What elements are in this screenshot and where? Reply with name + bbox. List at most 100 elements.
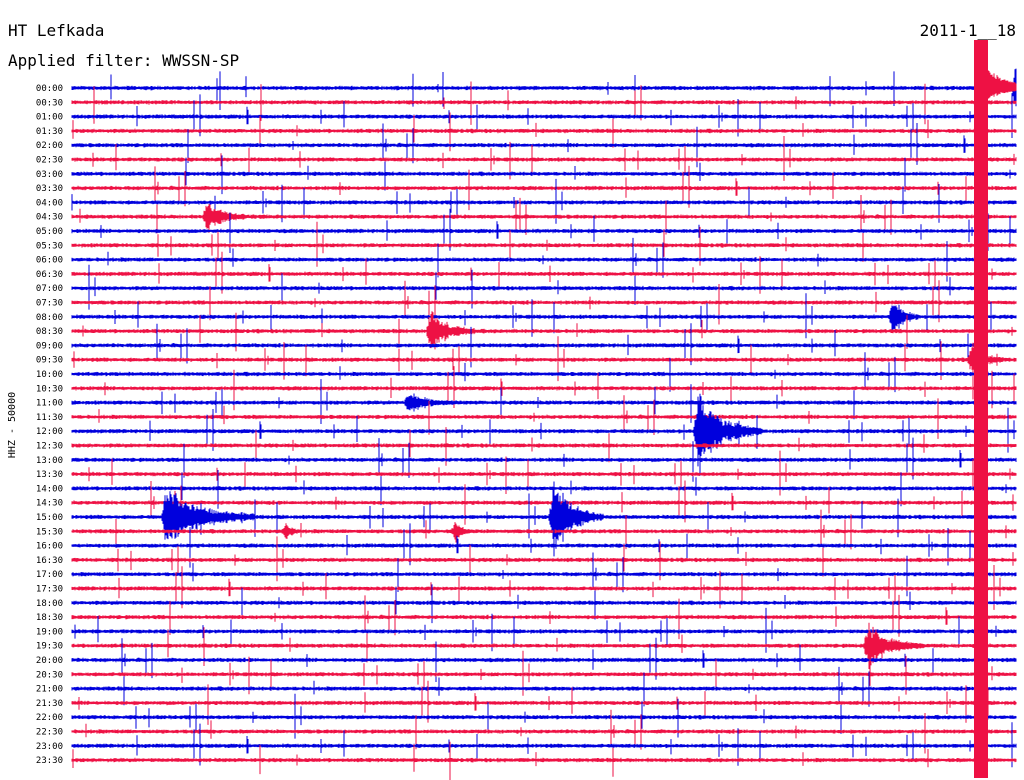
y-tick-label: 12:00 [36,427,63,437]
trace-line [71,523,1017,568]
y-tick-label: 03:30 [36,184,63,194]
trace-line [71,666,1017,707]
station-title: HT Lefkada [8,21,104,40]
trace-line [71,221,1017,267]
trace-line [71,650,1017,696]
y-tick-label: 16:30 [36,556,63,566]
y-tick-label: 23:00 [36,742,63,752]
trace-line [71,637,1017,682]
trace-line [71,123,1017,168]
y-tick-label: 06:00 [36,256,63,266]
y-tick-label: 08:30 [36,327,63,337]
y-tick-label: 10:00 [36,370,63,380]
y-tick-label: 18:30 [36,613,63,623]
trace-line [71,68,1017,110]
y-tick-label: 14:00 [36,484,63,494]
large-event-coda [977,48,1017,112]
trace-line [71,565,1017,610]
trace-line [71,427,1017,466]
trace-line [71,280,1017,325]
trace-line [71,470,1017,509]
y-tick-label: 06:30 [36,270,63,280]
trace-line [71,208,1017,253]
y-tick-label: 02:30 [36,156,63,166]
y-tick-label: 15:00 [36,513,63,523]
trace-line [71,437,1017,482]
y-tick-label: 10:30 [36,384,63,394]
y-tick-label: 02:00 [36,141,63,151]
trace-line [71,178,1017,224]
y-tick-label: 19:30 [36,642,63,652]
y-tick-label: 09:00 [36,341,63,351]
saturated-signal-band [974,40,988,778]
trace-line [71,584,1017,624]
y-tick-label: 16:00 [36,542,63,552]
y-tick-label: 17:00 [36,570,63,580]
trace-line [71,680,1017,725]
y-axis-label: HHZ - 50000 [7,392,18,458]
y-tick-label: 03:00 [36,170,63,180]
y-tick-label: 13:30 [36,470,63,480]
trace-line [71,693,1017,739]
y-tick-label: 22:30 [36,728,63,738]
trace-line [71,709,1017,754]
trace-line [71,741,1017,780]
trace-line [71,393,1017,476]
trace-line [71,311,1017,352]
y-tick-label: 21:30 [36,699,63,709]
trace-line [71,93,1017,138]
trace-line [71,264,1017,310]
trace-line [71,136,1017,181]
filter-subtitle: Applied filter: WWSSN-SP [8,51,239,70]
y-tick-labels: 00:00 00:30 01:00 01:30 02:00 02:30 03:00 03:30… [36,84,63,766]
y-tick-label: 00:30 [36,98,63,108]
trace-line [71,112,1017,152]
y-tick-label: 11:30 [36,413,63,423]
y-tick-label: 15:30 [36,527,63,537]
trace-line [71,323,1017,368]
y-tick-label: 19:00 [36,627,63,637]
trace-line [71,622,1017,669]
trace-line [71,195,1017,235]
trace-line [71,81,1017,125]
trace-line [71,366,1017,411]
y-tick-label: 12:30 [36,442,63,452]
trace-line [71,237,1017,282]
large-event-overlay [974,40,1017,778]
trace-line [71,607,1017,653]
y-tick-label: 01:00 [36,113,63,123]
y-tick-label: 18:00 [36,599,63,609]
y-tick-label: 05:30 [36,241,63,251]
y-tick-label: 09:30 [36,356,63,366]
trace-line [71,552,1017,597]
y-tick-label: 22:00 [36,713,63,723]
y-tick-label: 08:00 [36,313,63,323]
y-tick-label: 20:30 [36,670,63,680]
trace-line [71,155,1017,195]
trace-line [71,722,1017,768]
y-tick-label: 13:00 [36,456,63,466]
trace-line [71,481,1017,549]
trace-line [71,509,1017,550]
y-tick-label: 14:30 [36,499,63,509]
y-tick-label: 07:00 [36,284,63,294]
trace-line [71,352,1017,393]
y-tick-label: 07:30 [36,299,63,309]
trace-line [71,336,1017,382]
trace-line [71,379,1017,424]
trace-lines [71,68,1017,780]
y-tick-label: 23:30 [36,756,63,766]
y-tick-label: 11:00 [36,399,63,409]
y-tick-label: 00:00 [36,84,63,94]
trace-line [71,450,1017,496]
y-tick-label: 04:00 [36,198,63,208]
y-tick-label: 17:30 [36,585,63,595]
trace-line [71,292,1017,343]
y-tick-label: 01:30 [36,127,63,137]
y-tick-label: 04:30 [36,213,63,223]
date-label: 2011-1__18 [920,21,1016,40]
y-tick-label: 21:00 [36,685,63,695]
y-tick-label: 20:00 [36,656,63,666]
trace-line [71,536,1017,582]
